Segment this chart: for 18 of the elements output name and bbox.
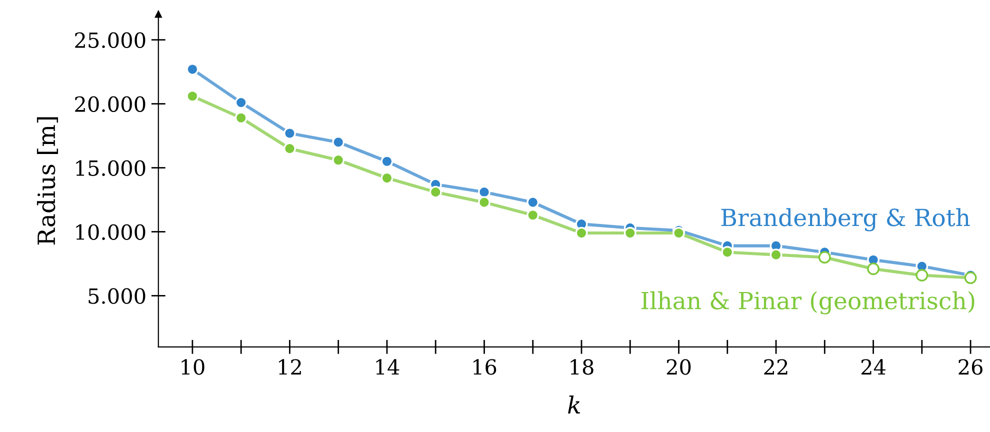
x-tick-label: 12 bbox=[278, 359, 301, 375]
x-tick-label: 24 bbox=[861, 359, 886, 375]
x-tick-label: 20 bbox=[666, 359, 691, 375]
series-label: Ilhan & Pinar (geometrisch) bbox=[642, 291, 974, 314]
series-label: Brandenberg & Roth bbox=[721, 208, 970, 232]
x-tick-label: 22 bbox=[764, 359, 788, 375]
y-tick-label: 15.000 bbox=[76, 160, 146, 176]
x-tick-label: 10 bbox=[182, 359, 204, 375]
y-tick-label: 10.000 bbox=[76, 224, 146, 240]
x-tick-label: 18 bbox=[570, 359, 594, 375]
y-axis-title: Radius [m] bbox=[36, 117, 58, 245]
x-tick-label: 26 bbox=[958, 359, 982, 375]
x-axis-title: k bbox=[568, 396, 580, 414]
x-tick-label: 16 bbox=[474, 359, 496, 375]
y-tick-label: 20.000 bbox=[75, 96, 146, 112]
y-tick-label: 25.000 bbox=[75, 32, 146, 48]
y-tick-label: 5.000 bbox=[88, 288, 146, 304]
x-tick-label: 14 bbox=[376, 359, 400, 375]
